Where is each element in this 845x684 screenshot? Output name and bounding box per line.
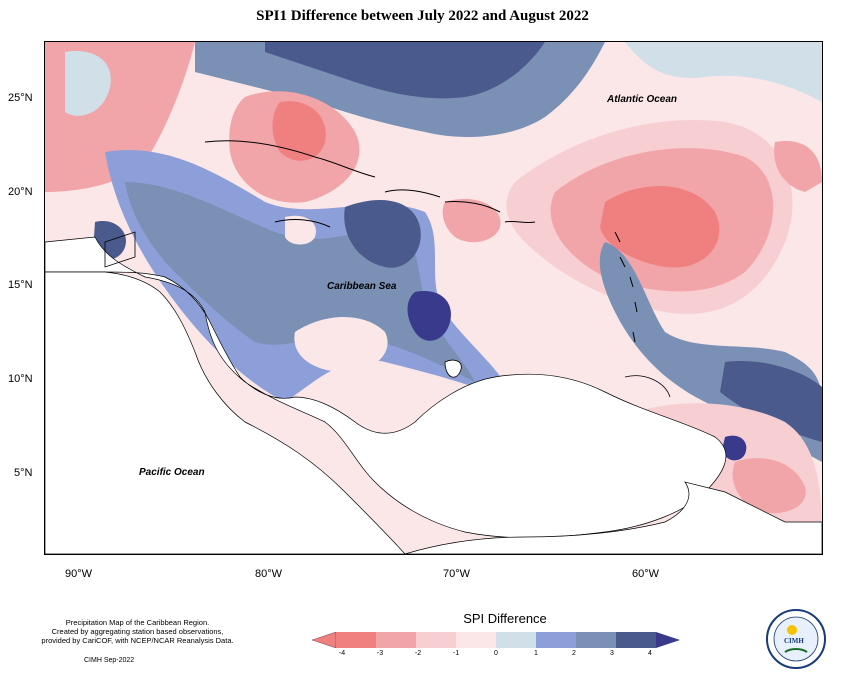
cimh-logo-icon (766, 609, 826, 669)
footnote-line3: provided by CariCOF, with NCEP/NCAR Rean… (41, 636, 234, 645)
legend-tick: -2 (414, 650, 422, 657)
footnote-credit: CIMH Sep-2022 (84, 657, 135, 664)
lat-label-25: 25°N (8, 92, 33, 104)
lat-label-15: 15°N (8, 279, 33, 291)
map-title: SPI1 Difference between July 2022 and Au… (256, 8, 589, 24)
legend-tick: -4 (338, 650, 346, 657)
spi-map-canvas (45, 42, 822, 554)
legend-tick: 2 (572, 650, 576, 657)
lat-label-20: 20°N (8, 186, 33, 198)
atlantic-ocean-label: Atlantic Ocean (607, 94, 678, 105)
legend-tick: -1 (452, 650, 460, 657)
logo-text: CIMH (784, 637, 804, 645)
legend-tick: -3 (376, 650, 384, 657)
lat-label-5: 5°N (14, 467, 33, 479)
footnote: Precipitation Map of the Caribbean Regio… (20, 618, 255, 645)
spi-map (44, 41, 823, 555)
lon-label-90: 90°W (65, 568, 93, 580)
legend-title: SPI Difference (463, 611, 547, 626)
lon-label-80: 80°W (255, 568, 283, 580)
lat-label-10: 10°N (8, 373, 33, 385)
footnote-line1: Precipitation Map of the Caribbean Regio… (65, 618, 210, 627)
pacific-ocean-label: Pacific Ocean (139, 467, 205, 478)
legend-tick: 0 (494, 650, 498, 657)
legend-tick: 1 (534, 650, 538, 657)
legend-tick: 4 (648, 650, 652, 657)
legend-colorbar (312, 632, 680, 648)
lon-label-60: 60°W (632, 568, 660, 580)
lon-label-70: 70°W (443, 568, 471, 580)
caribbean-sea-label: Caribbean Sea (327, 281, 397, 292)
footnote-line2: Created by aggregating station based obs… (51, 627, 224, 636)
legend-tick: 3 (610, 650, 614, 657)
